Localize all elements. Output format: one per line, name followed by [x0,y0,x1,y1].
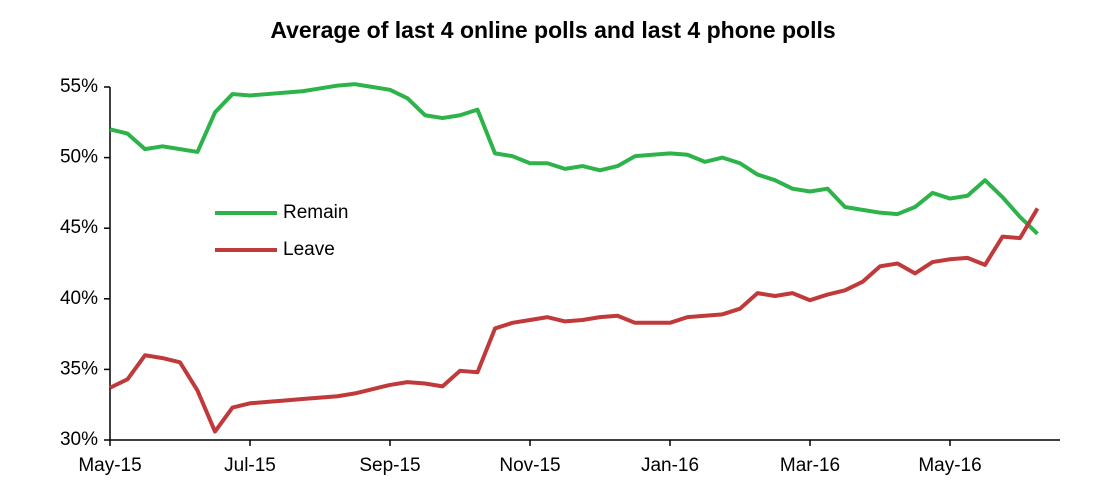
x-tick-label: Sep-15 [359,455,420,476]
y-tick-label: 35% [60,358,98,379]
y-tick-label: 45% [60,217,98,238]
y-tick-label: 50% [60,147,98,168]
x-tick-label: Nov-15 [499,455,560,476]
series-line [109,82,1039,236]
y-tick-label: 55% [60,76,98,97]
series-line [109,207,1040,434]
chart-title: Average of last 4 online polls and last … [270,17,835,43]
x-tick-label: Jul-15 [224,455,276,476]
legend-label: Remain [283,202,348,223]
legend-label: Leave [283,239,335,260]
x-tick-label: May-16 [918,455,981,476]
y-tick-label: 40% [60,288,98,309]
x-tick-label: Mar-16 [780,455,840,476]
x-tick-label: Jan-16 [641,455,699,476]
y-tick-label: 30% [60,429,98,450]
x-tick-label: May-15 [78,455,141,476]
